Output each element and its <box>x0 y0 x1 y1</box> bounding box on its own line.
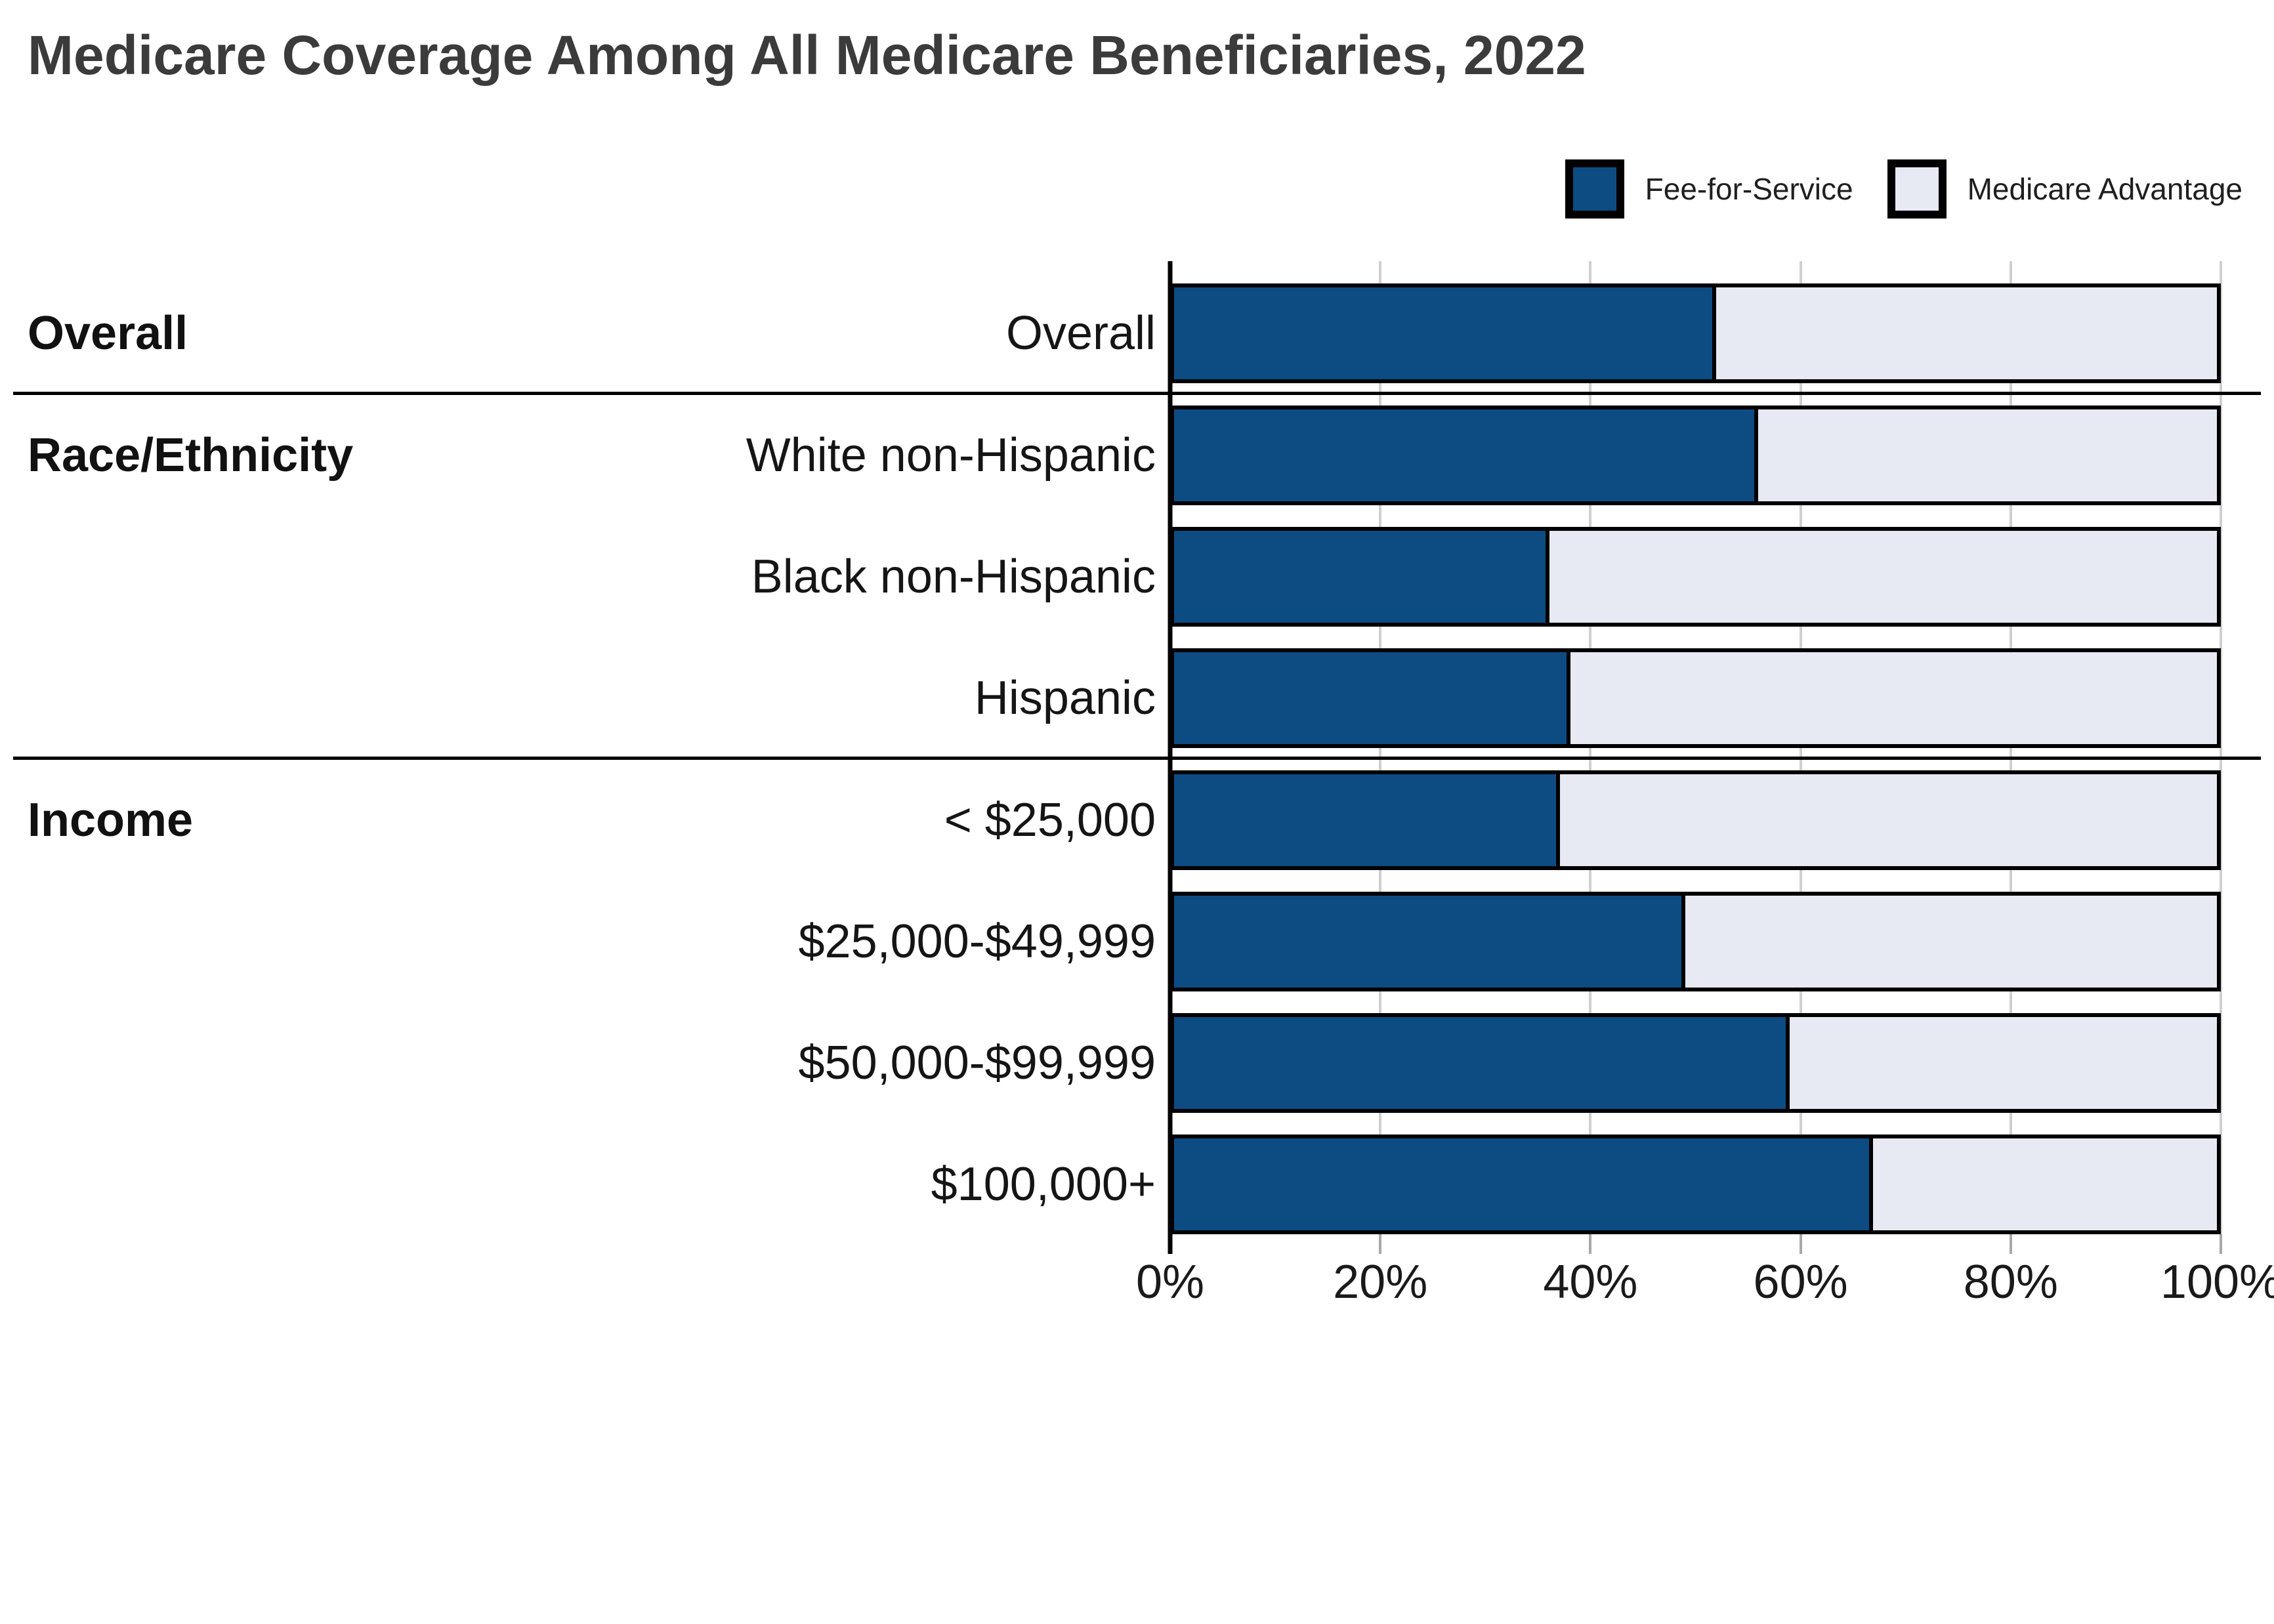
plot-area: Overall Overall Race/Ethnicity White non-Hi… <box>0 261 2274 1236</box>
axis-tick-100 <box>2220 1234 2222 1254</box>
stacked-bar-100-000 <box>1170 1135 2221 1234</box>
bar-track-50-000-99-999 <box>1170 1013 2221 1113</box>
group-income: Income < $25,000 $25,000-$49,999 $50,000-$9… <box>0 770 2274 1234</box>
legend-swatch-fee-for-service-icon <box>1565 159 1624 219</box>
segment-medicare-advantage-25-000 <box>1559 774 2217 866</box>
axis-tick-label-20: 20% <box>1333 1256 1428 1308</box>
axis-tick-0 <box>1168 1234 1173 1254</box>
x-axis: 0% 20% 40% 60% 80% 100% <box>1136 1234 2274 1333</box>
stacked-bar-white-non-hispanic <box>1170 406 2221 505</box>
axis-tick-80 <box>2009 1234 2012 1254</box>
row-label-white-non-hispanic: White non-Hispanic <box>746 429 1156 482</box>
gridline-80 <box>2009 261 2012 1236</box>
axis-tick-label-0: 0% <box>1135 1256 1205 1308</box>
bar-row-black-non-hispanic: Black non-Hispanic <box>0 527 2274 627</box>
stacked-bar-25-000 <box>1170 770 2221 870</box>
segment-fee-for-service-overall <box>1174 287 1717 379</box>
segment-fee-for-service-25-000 <box>1174 774 1560 866</box>
stacked-bar-50-000-99-999 <box>1170 1013 2221 1113</box>
stacked-bar-25-000-49-999 <box>1170 892 2221 991</box>
legend-item-medicare-advantage: Medicare Advantage <box>1887 159 2242 219</box>
legend-swatch-medicare-advantage-icon <box>1887 159 1947 219</box>
row-label-25-000-49-999: $25,000-$49,999 <box>798 915 1156 968</box>
gridline-20 <box>1379 261 1382 1236</box>
group-label-race-ethnicity: Race/Ethnicity <box>28 429 354 482</box>
row-label-100-000: $100,000+ <box>931 1158 1156 1211</box>
group-divider <box>13 392 2261 395</box>
axis-tick-label-60: 60% <box>1753 1256 1848 1308</box>
segment-fee-for-service-100-000 <box>1174 1138 1873 1230</box>
group-race-ethnicity: Race/Ethnicity White non-Hispanic Black no… <box>0 406 2274 748</box>
stacked-bar-overall <box>1170 283 2221 383</box>
axis-tick-40 <box>1589 1234 1592 1254</box>
chart-title: Medicare Coverage Among All Medicare Ben… <box>28 24 1586 86</box>
segment-medicare-advantage-overall <box>1716 287 2217 379</box>
row-label-black-non-hispanic: Black non-Hispanic <box>751 551 1156 603</box>
segment-fee-for-service-white-non-hispanic <box>1174 409 1758 501</box>
gridline-40 <box>1589 261 1592 1236</box>
group-divider <box>13 757 2261 760</box>
bar-row-25-000: < $25,000 <box>0 770 2274 870</box>
axis-tick-20 <box>1379 1234 1382 1254</box>
bar-track-25-000 <box>1170 770 2221 870</box>
stacked-bar-hispanic <box>1170 648 2221 748</box>
bar-row-100-000: $100,000+ <box>0 1135 2274 1234</box>
segment-medicare-advantage-white-non-hispanic <box>1758 409 2217 501</box>
grid-layer <box>1168 261 2222 1236</box>
axis-tick-label-80: 80% <box>1963 1256 2058 1308</box>
legend-label-fee-for-service: Fee-for-Service <box>1645 172 1853 206</box>
axis-tick-60 <box>1799 1234 1802 1254</box>
group-overall: Overall Overall <box>0 283 2274 383</box>
bar-track-100-000 <box>1170 1135 2221 1234</box>
segment-fee-for-service-hispanic <box>1174 652 1570 744</box>
row-label-overall: Overall <box>1005 307 1156 360</box>
stacked-bar-chart: Overall Overall Race/Ethnicity White non-Hi… <box>0 261 2274 1333</box>
bar-track-white-non-hispanic <box>1170 406 2221 505</box>
axis-tick-label-100: 100% <box>2160 1256 2274 1308</box>
segment-medicare-advantage-25-000-49-999 <box>1685 896 2217 988</box>
segment-medicare-advantage-100-000 <box>1872 1138 2217 1230</box>
chart-groups: Overall Overall Race/Ethnicity White non-Hi… <box>0 283 2274 1234</box>
bar-row-overall: Overall <box>0 283 2274 383</box>
group-label-overall: Overall <box>28 307 188 360</box>
legend-label-medicare-advantage: Medicare Advantage <box>1967 172 2242 206</box>
stacked-bar-black-non-hispanic <box>1170 527 2221 627</box>
bar-track-hispanic <box>1170 648 2221 748</box>
gridline-100 <box>2220 261 2222 1236</box>
segment-fee-for-service-50-000-99-999 <box>1174 1017 1790 1109</box>
segment-medicare-advantage-black-non-hispanic <box>1549 531 2217 623</box>
y-axis-line <box>1168 261 1173 1236</box>
segment-fee-for-service-black-non-hispanic <box>1174 531 1550 623</box>
row-label-50-000-99-999: $50,000-$99,999 <box>798 1037 1156 1089</box>
bar-track-black-non-hispanic <box>1170 527 2221 627</box>
bar-track-overall <box>1170 283 2221 383</box>
gridline-60 <box>1799 261 1802 1236</box>
segment-medicare-advantage-hispanic <box>1570 652 2217 744</box>
segment-medicare-advantage-50-000-99-999 <box>1789 1017 2217 1109</box>
bar-track-25-000-49-999 <box>1170 892 2221 991</box>
bar-row-25-000-49-999: $25,000-$49,999 <box>0 892 2274 991</box>
bar-row-50-000-99-999: $50,000-$99,999 <box>0 1013 2274 1113</box>
legend: Fee-for-Service Medicare Advantage <box>1565 159 2242 219</box>
row-label-hispanic: Hispanic <box>974 672 1156 724</box>
legend-item-fee-for-service: Fee-for-Service <box>1565 159 1853 219</box>
group-label-income: Income <box>28 794 194 846</box>
bar-row-white-non-hispanic: White non-Hispanic <box>0 406 2274 505</box>
axis-tick-label-40: 40% <box>1543 1256 1638 1308</box>
row-label-25-000: < $25,000 <box>944 794 1156 846</box>
segment-fee-for-service-25-000-49-999 <box>1174 896 1685 988</box>
bar-row-hispanic: Hispanic <box>0 648 2274 748</box>
